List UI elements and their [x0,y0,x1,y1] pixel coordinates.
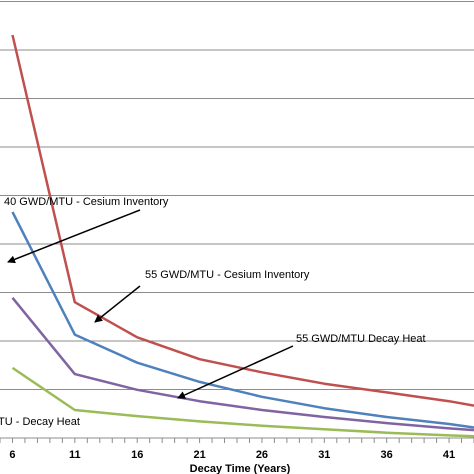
annotation-label: 40 GWD/MTU - Cesium Inventory [4,196,169,208]
x-tick-label: 6 [9,449,15,461]
annotation-label: 55 GWD/MTU Decay Heat [296,333,426,345]
x-tick-label: 16 [131,449,143,461]
x-tick-label: 41 [443,449,455,461]
x-tick-label: 11 [69,449,81,461]
series-lines [13,35,474,436]
x-tick-label: 21 [193,449,205,461]
annotation-arrow [8,210,140,262]
series-line-1 [13,35,474,406]
x-tick-label: 31 [318,449,330,461]
x-tick-label: 26 [256,449,268,461]
x-tick-label: 36 [381,449,393,461]
annotation-label: TU - Decay Heat [0,416,80,428]
annotation-label: 55 GWD/MTU - Cesium Inventory [145,269,310,281]
x-axis: 6 11 16 21 26 31 36 41 [0,438,474,461]
series-line-4 [13,368,474,436]
x-axis-label: Decay Time (Years) [190,463,291,474]
annotation-arrow [95,286,140,322]
